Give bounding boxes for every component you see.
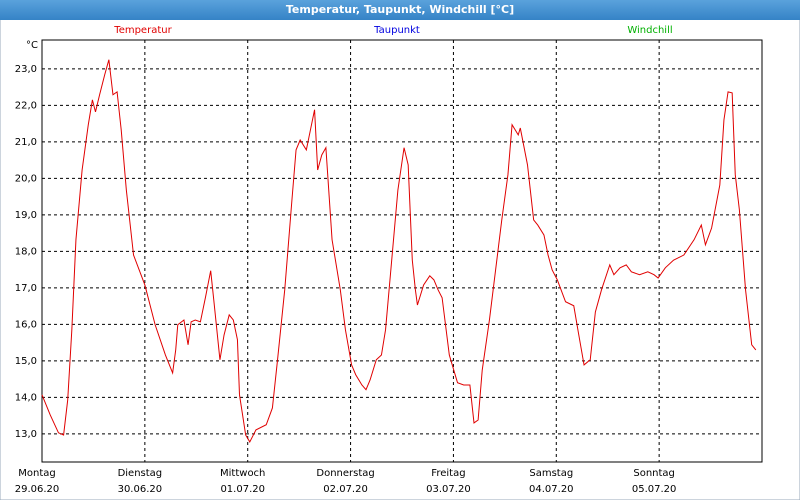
y-tick-label: 16,0 — [15, 319, 37, 330]
y-tick-label: 20,0 — [15, 173, 37, 184]
y-tick-label: 14,0 — [15, 392, 37, 403]
x-tick-date: 02.07.20 — [323, 484, 368, 495]
title-bar — [0, 0, 800, 20]
x-tick-date: 29.06.20 — [15, 484, 60, 495]
x-tick-label: Montag — [18, 468, 55, 479]
data-line — [41, 59, 757, 443]
x-tick-label: Sonntag — [633, 468, 675, 479]
x-tick-label: Samstag — [529, 468, 573, 479]
x-tick-label: Mittwoch — [220, 468, 265, 479]
y-tick-label: 15,0 — [15, 356, 37, 367]
x-tick-date: 30.06.20 — [118, 484, 163, 495]
x-tick-label: Dienstag — [118, 468, 163, 479]
y-tick-label: 22,0 — [15, 100, 37, 111]
y-tick-label: 17,0 — [15, 283, 37, 294]
x-tick-label: Donnerstag — [316, 468, 374, 479]
legend-entry: Taupunkt — [373, 25, 420, 36]
y-tick-label: 18,0 — [15, 246, 37, 257]
y-axis-label: °C — [26, 40, 38, 51]
x-tick-label: Freitag — [431, 468, 465, 479]
x-tick-date: 04.07.20 — [529, 484, 574, 495]
y-tick-label: 23,0 — [15, 64, 37, 75]
chart-title: Temperatur, Taupunkt, Windchill [°C] — [286, 3, 514, 16]
x-tick-date: 01.07.20 — [220, 484, 265, 495]
x-tick-date: 05.07.20 — [632, 484, 677, 495]
x-tick-date: 03.07.20 — [426, 484, 471, 495]
legend-entry: Windchill — [627, 25, 672, 36]
y-tick-label: 19,0 — [15, 210, 37, 221]
y-tick-label: 13,0 — [15, 429, 37, 440]
y-tick-label: 21,0 — [15, 137, 37, 148]
legend-entry: Temperatur — [113, 25, 172, 36]
